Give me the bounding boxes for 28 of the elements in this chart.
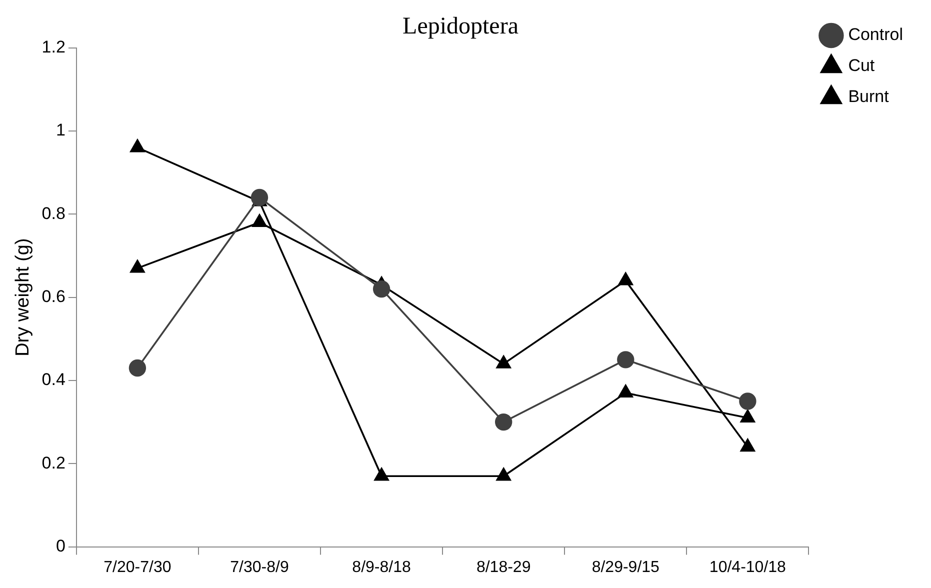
- point: [740, 409, 756, 422]
- point: [496, 468, 512, 481]
- x-tick-label: 10/4-10/18: [709, 558, 786, 576]
- legend-label: Burnt: [848, 87, 890, 106]
- point: [374, 468, 390, 481]
- y-tick-label: 0.6: [42, 286, 66, 306]
- y-tick-label: 0.8: [42, 204, 66, 223]
- point: [252, 214, 268, 228]
- point: [618, 272, 634, 286]
- legend-label: Control: [848, 25, 904, 44]
- y-tick-label: 0.4: [42, 370, 66, 390]
- x-tick-label: 7/30-8/9: [230, 558, 289, 576]
- point: [130, 139, 145, 152]
- legend-label: Cut: [848, 56, 875, 76]
- y-tick-label: 0: [56, 536, 66, 556]
- y-tick-label: 1.2: [42, 37, 66, 56]
- x-tick-label: 8/9-8/18: [352, 558, 411, 576]
- point: [130, 260, 145, 273]
- y-tick-label: 1: [56, 120, 66, 140]
- x-tick-label: 8/29-9/15: [592, 558, 660, 576]
- y-tick-label: 0.2: [42, 453, 66, 472]
- point: [496, 355, 512, 368]
- x-tick-label: 7/20-7/30: [104, 558, 172, 576]
- y-axis-title: Dry weight (g): [12, 238, 34, 356]
- point: [618, 384, 634, 398]
- x-tick-label: 8/18-29: [476, 558, 531, 576]
- point: [740, 438, 756, 452]
- chart-title: Lepidoptera: [402, 14, 519, 40]
